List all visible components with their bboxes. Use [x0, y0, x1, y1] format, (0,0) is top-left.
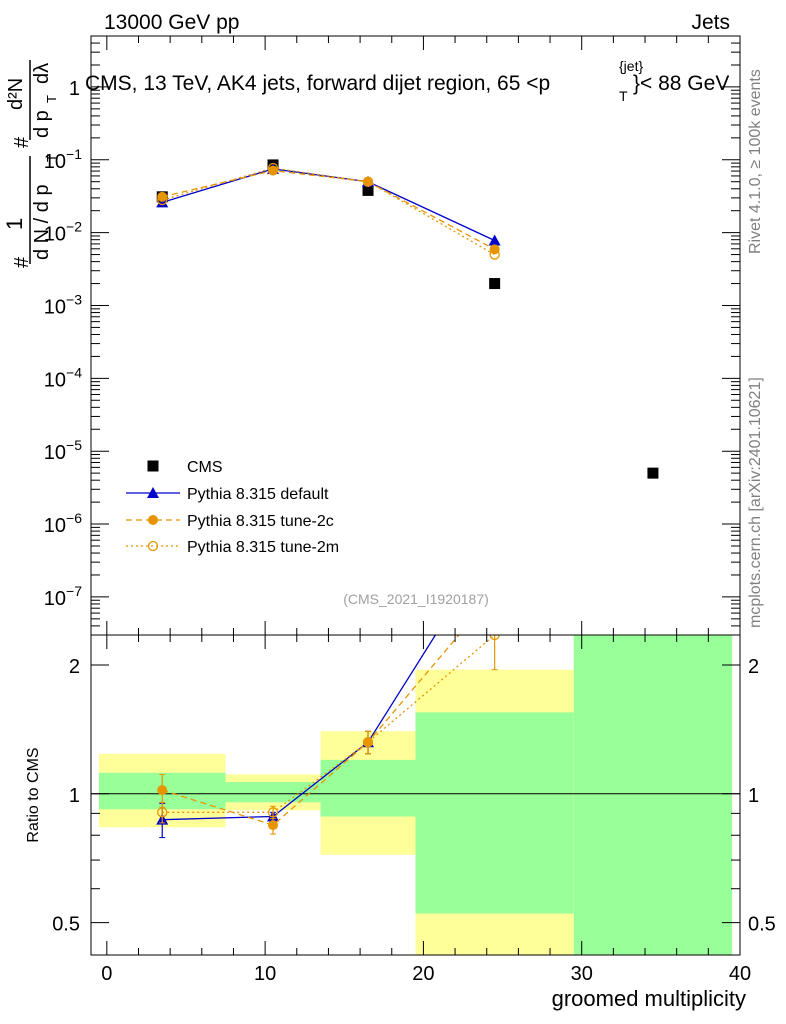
ylabel-hash-2: # — [11, 136, 33, 148]
ratio-uncertainty-bands — [91, 635, 740, 955]
x-tick-label: 40 — [729, 963, 751, 985]
ratio-y-tick-label-left: 1 — [69, 785, 80, 807]
x-tick-label: 10 — [254, 963, 276, 985]
title-tail: }< 88 GeV — [633, 72, 729, 95]
ratio-point — [157, 807, 168, 818]
mc-point — [268, 165, 279, 176]
title-main: CMS, 13 TeV, AK4 jets, forward dijet reg… — [85, 72, 550, 95]
ratio-point — [157, 785, 168, 796]
ratio-y-axis-label: Ratio to CMS — [25, 747, 42, 842]
legend-label: Pythia 8.315 default — [187, 486, 329, 503]
ratio-point — [362, 737, 374, 748]
ylabel-t-sub-1: T — [44, 154, 59, 162]
mc-point — [157, 194, 168, 206]
x-tick-labels: 0 10 20 30 40 — [101, 963, 751, 985]
ylabel-dlambda: dλ — [31, 63, 53, 84]
plot-title: CMS, 13 TeV, AK4 jets, forward dijet reg… — [85, 58, 729, 104]
cms-data-point — [647, 467, 659, 479]
main-y-tick-label: 10−3 — [44, 291, 82, 318]
mc-line — [162, 169, 495, 250]
legend-marker — [147, 460, 159, 472]
ratio-y-tick-label-right: 2 — [748, 656, 759, 678]
main-panel: 1 10−1 10−2 10−3 10−4 10−5 10−6 10−7 (CMS_2021_… — [44, 35, 741, 636]
title-subscript: T — [619, 88, 628, 104]
ratio-line — [162, 635, 460, 826]
ratio-line — [162, 635, 496, 813]
band-green — [415, 712, 574, 914]
cms-data-point — [362, 184, 374, 196]
ratio-y-tick-label-right: 0.5 — [748, 914, 776, 936]
main-y-tick-label: 10−1 — [44, 146, 82, 173]
mc-point — [489, 249, 500, 260]
title-superscript: {jet} — [619, 58, 643, 74]
ratio-y-tick-label-left: 0.5 — [52, 914, 80, 936]
ratio-line — [162, 635, 437, 821]
x-tick-label: 30 — [571, 963, 593, 985]
collision-label: 13000 GeV pp — [104, 11, 239, 34]
main-axis-ticks — [91, 35, 741, 636]
ratio-frame — [90, 634, 741, 956]
ratio-panel: 0.5 0.5 1 1 2 2 0 10 20 30 40 Ratio to CMS groome… — [25, 634, 776, 1011]
ratio-y-tick-labels: 0.5 0.5 1 1 2 2 — [52, 656, 776, 936]
mcplots-label: mcplots.cern.ch [arXiv:2401.10621] — [747, 377, 764, 628]
ratio-series — [156, 635, 500, 839]
main-y-tick-label: 1 — [69, 78, 80, 100]
analysis-id-label: (CMS_2021_I1920187) — [343, 591, 489, 607]
legend: CMS Pythia 8.315 default Pythia 8.315 tune… — [126, 459, 339, 556]
ratio-point — [489, 635, 500, 641]
mc-point — [156, 196, 169, 208]
ylabel-d2n: d²N — [5, 78, 27, 110]
mc-point — [362, 176, 374, 187]
ylabel-dn: d N / d p — [31, 184, 53, 260]
mc-point — [267, 162, 279, 174]
mc-point — [489, 244, 500, 255]
mc-line — [162, 167, 495, 256]
ratio-point — [268, 820, 279, 831]
legend-marker — [147, 487, 159, 498]
ratio-lines — [156, 635, 500, 839]
jets-label: Jets — [691, 11, 730, 34]
ratio-axis-ticks — [91, 635, 741, 955]
mc-point — [488, 234, 501, 246]
ratio-point — [267, 807, 279, 818]
main-series — [156, 159, 659, 479]
x-tick-label: 20 — [412, 963, 434, 985]
main-y-tick-labels: 1 10−1 10−2 10−3 10−4 10−5 10−6 10−7 — [44, 78, 82, 610]
mc-line — [162, 168, 495, 242]
ratio-y-tick-label-left: 2 — [69, 656, 80, 678]
mc-point — [157, 191, 168, 202]
main-y-tick-label: 10−2 — [44, 219, 82, 246]
legend-marker — [148, 515, 158, 525]
ratio-y-tick-label-right: 1 — [748, 785, 759, 807]
legend-marker — [147, 540, 159, 552]
band-green — [225, 782, 321, 803]
legend-label: Pythia 8.315 tune-2c — [187, 513, 334, 530]
main-y-tick-label: 10−4 — [44, 364, 82, 391]
ylabel-dpt: d p — [31, 110, 53, 138]
main-y-axis-label: # 1 d N / d p T # d²N d p T dλ — [2, 60, 59, 268]
ylabel-t-sub-2: T — [44, 95, 59, 103]
band-green — [573, 635, 733, 955]
legend-label: Pythia 8.315 tune-2m — [187, 539, 339, 556]
ylabel-hash-1: # — [11, 256, 33, 268]
x-tick-label: 0 — [101, 963, 112, 985]
cms-data-point — [489, 278, 501, 290]
main-y-tick-label: 10−5 — [44, 437, 82, 464]
legend-label: CMS — [187, 459, 223, 476]
x-axis-label: groomed multiplicity — [552, 986, 746, 1011]
ylabel-one: 1 — [2, 218, 27, 230]
rivet-version-label: Rivet 4.1.0, ≥ 100k events — [747, 69, 764, 254]
main-y-tick-label: 10−6 — [44, 510, 82, 537]
main-y-tick-label: 10−7 — [44, 583, 82, 610]
